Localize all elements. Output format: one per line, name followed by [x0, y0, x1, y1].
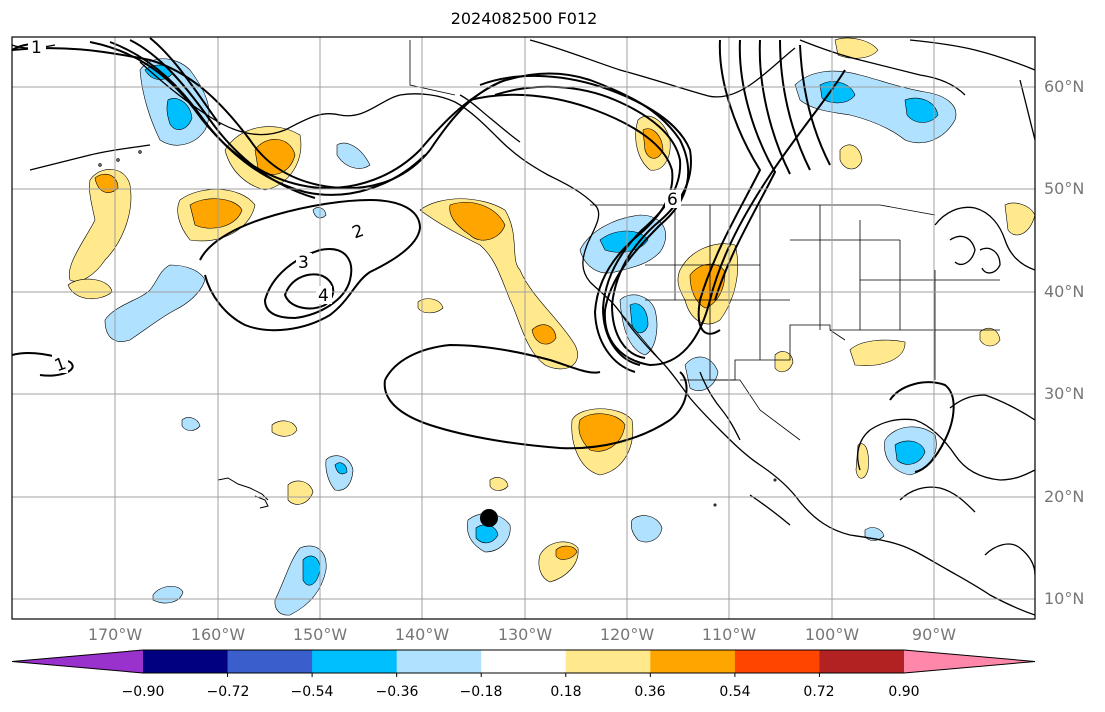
colorbar-tick-label: 0.54 — [719, 684, 751, 700]
borders — [409, 40, 1000, 441]
lat-label: 50°N — [1044, 179, 1085, 198]
lat-label: 20°N — [1044, 487, 1085, 506]
colorbar-extend-high — [904, 650, 1035, 673]
colorbar-segment — [481, 650, 567, 673]
islands — [98, 150, 777, 509]
colorbar-tick-label: −0.54 — [290, 684, 334, 700]
coastlines — [12, 39, 1035, 616]
contour-label: 1 — [31, 38, 42, 58]
map-title: 2024082500 F012 — [450, 9, 598, 28]
lon-label: 150°W — [292, 625, 348, 644]
colorbar-tick-label: −0.72 — [206, 684, 250, 700]
contour-label: 4 — [318, 286, 329, 306]
contour-labels: 1 2 3 4 1 6 — [28, 38, 681, 376]
contour-label: 3 — [298, 253, 309, 273]
map-frame — [11, 36, 1036, 620]
colorbar — [11, 649, 1036, 677]
colorbar-outline — [11, 649, 1036, 674]
lon-label: 160°W — [190, 625, 246, 644]
colorbar-segment — [312, 650, 398, 673]
lat-label: 60°N — [1044, 77, 1085, 96]
colorbar-segment — [734, 650, 820, 673]
lon-label: 90°W — [911, 625, 957, 644]
colorbar-tick-label: −0.36 — [375, 684, 419, 700]
colorbar-segment — [650, 650, 736, 673]
shaded-fields — [67, 37, 1035, 616]
colorbar-tick-label: 0.18 — [550, 684, 582, 700]
storm-center-marker — [480, 509, 498, 527]
colorbar-segment — [227, 650, 313, 673]
colorbar-segment — [565, 650, 651, 673]
gridlines — [12, 37, 1035, 619]
colorbar-tick-label: 0.90 — [888, 684, 920, 700]
lat-label: 30°N — [1044, 384, 1085, 403]
colorbar-segment — [143, 650, 229, 673]
colorbar-tick-label: 0.36 — [634, 684, 666, 700]
lat-label: 40°N — [1044, 282, 1085, 301]
lon-label: 100°W — [804, 625, 860, 644]
lon-label: 130°W — [497, 625, 553, 644]
contour-label: 6 — [667, 190, 678, 210]
colorbar-segment — [396, 650, 482, 673]
lon-label: 140°W — [394, 625, 450, 644]
lat-label: 10°N — [1044, 589, 1085, 608]
colorbar-tick-label: −0.18 — [459, 684, 503, 700]
lon-label: 110°W — [701, 625, 757, 644]
colorbar-segment — [819, 650, 905, 673]
lon-label: 170°W — [87, 625, 143, 644]
colorbar-tick-label: −0.90 — [121, 684, 165, 700]
colorbar-extend-low — [12, 650, 143, 673]
lon-label: 120°W — [599, 625, 655, 644]
colorbar-tick-label: 0.72 — [803, 684, 835, 700]
